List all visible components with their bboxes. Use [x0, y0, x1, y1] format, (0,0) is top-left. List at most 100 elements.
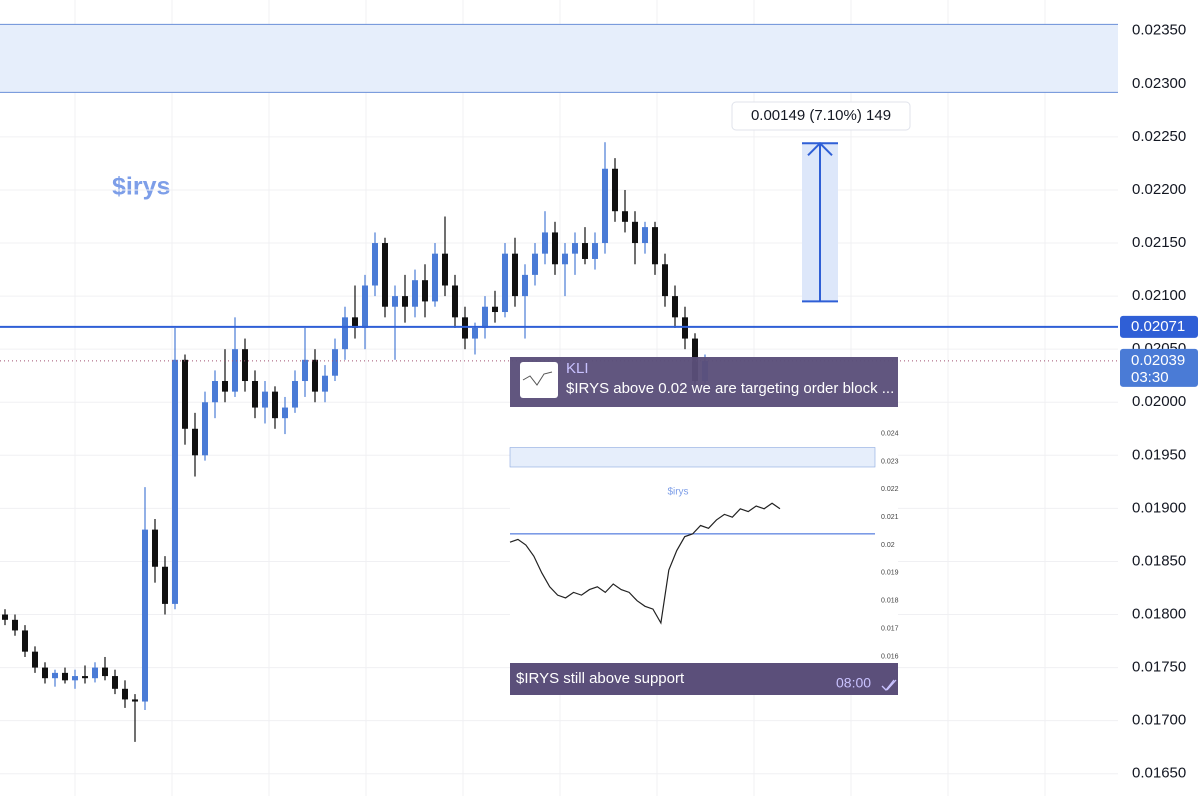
- candle-body: [422, 280, 428, 302]
- chart-title: $irys: [112, 173, 170, 201]
- candle-body: [602, 168, 608, 244]
- message-time: 08:00: [836, 675, 871, 691]
- caption: $IRYS still above support: [516, 670, 685, 687]
- thumb-line: [522, 371, 553, 386]
- y-tick-label: 0.02200: [1132, 181, 1186, 198]
- y-tick-label: 0.01650: [1132, 765, 1186, 782]
- candle-body: [552, 232, 558, 265]
- measure-label-bg: [731, 101, 911, 131]
- candle-body: [452, 285, 458, 318]
- candle-body: [532, 253, 538, 275]
- measure-label: 0.00149 (7.10%) 149: [751, 107, 891, 124]
- y-tick-label: 0.01950: [1132, 446, 1186, 463]
- mini-tick-label: 0.022: [881, 486, 899, 493]
- candle-body: [142, 529, 148, 702]
- candle-body: [442, 253, 448, 286]
- read-ticks: [881, 679, 897, 691]
- candle-body: [622, 211, 628, 222]
- candle-body: [382, 243, 388, 307]
- candle-body: [652, 227, 658, 265]
- candle-body: [252, 381, 258, 408]
- mini-tick-label: 0.017: [881, 625, 899, 632]
- y-tick-label: 0.01750: [1132, 659, 1186, 676]
- y-tick-label: 0.02000: [1132, 393, 1186, 410]
- mini-tick-label: 0.016: [881, 653, 899, 660]
- price-axis-bg: [1118, 0, 1200, 796]
- candle-body: [522, 274, 528, 297]
- candle-body: [212, 381, 218, 403]
- y-tick-label: 0.02150: [1132, 234, 1186, 251]
- last-price-bg: [1120, 348, 1198, 387]
- candle-body: [282, 407, 288, 419]
- candle-body: [582, 243, 588, 259]
- candle-body: [52, 672, 58, 679]
- candle-body: [232, 349, 238, 392]
- y-tick-label: 0.01900: [1132, 499, 1186, 516]
- mini-line: [509, 502, 781, 625]
- candle-body: [2, 614, 8, 620]
- candle-body: [192, 428, 198, 456]
- candle-body: [222, 381, 228, 392]
- image-bg: [510, 407, 898, 663]
- y-tick-label: 0.02350: [1132, 22, 1186, 39]
- candle-body: [592, 243, 598, 259]
- mini-tick-label: 0.024: [881, 430, 899, 437]
- candle-body: [482, 306, 488, 328]
- y-tick-label: 0.01800: [1132, 605, 1186, 622]
- y-tick-label: 0.01850: [1132, 552, 1186, 569]
- message-author: KLI: [566, 360, 589, 377]
- candle-body: [162, 566, 168, 604]
- candle-body: [572, 243, 578, 254]
- candle-body: [32, 651, 38, 668]
- candle-body: [242, 349, 248, 382]
- candle-body: [82, 676, 88, 679]
- mini-title: $irys: [667, 487, 688, 498]
- candle-body: [502, 253, 508, 313]
- candle-body: [662, 264, 668, 297]
- candle-body: [472, 327, 478, 339]
- last-price-label: 0.02039: [1131, 352, 1185, 369]
- support-label-bg: [1120, 315, 1198, 338]
- y-tick-label: 0.02250: [1132, 128, 1186, 145]
- candle-body: [342, 317, 348, 350]
- caption-bg: [510, 663, 898, 695]
- candle-body: [112, 676, 118, 689]
- candle-body: [642, 227, 648, 244]
- mini-zone: [509, 447, 876, 468]
- candle-body: [512, 253, 518, 297]
- message-bg: [510, 357, 898, 407]
- candle-body: [632, 221, 638, 244]
- candle-body: [92, 667, 98, 679]
- support-label: 0.02071: [1131, 318, 1185, 335]
- y-tick-label: 0.02300: [1132, 75, 1186, 92]
- candle-body: [322, 375, 328, 392]
- candle-body: [362, 285, 368, 328]
- candle-body: [332, 349, 338, 376]
- candle-body: [132, 699, 138, 702]
- candle-body: [42, 667, 48, 679]
- candle-body: [312, 359, 318, 392]
- y-tick-label: 0.01700: [1132, 712, 1186, 729]
- candle-body: [152, 529, 158, 567]
- candle-body: [612, 168, 618, 212]
- candle-body: [262, 391, 268, 408]
- candle-body: [172, 359, 178, 604]
- candle-body: [682, 317, 688, 339]
- mini-tick-label: 0.021: [881, 514, 899, 521]
- candle-body: [432, 253, 438, 302]
- mini-tick-label: 0.023: [881, 458, 899, 465]
- candle-body: [492, 306, 498, 313]
- candle-body: [352, 317, 358, 328]
- y-tick-label: 0.02100: [1132, 287, 1186, 304]
- candle-body: [202, 402, 208, 456]
- candle-body: [122, 688, 128, 700]
- candle-body: [542, 232, 548, 254]
- candle-body: [302, 359, 308, 382]
- candle-body: [402, 296, 408, 307]
- candle-body: [272, 391, 278, 419]
- candle-body: [392, 296, 398, 307]
- candle-body: [372, 243, 378, 286]
- candle-body: [462, 317, 468, 339]
- candle-body: [12, 619, 18, 631]
- mini-tick-label: 0.018: [881, 598, 899, 605]
